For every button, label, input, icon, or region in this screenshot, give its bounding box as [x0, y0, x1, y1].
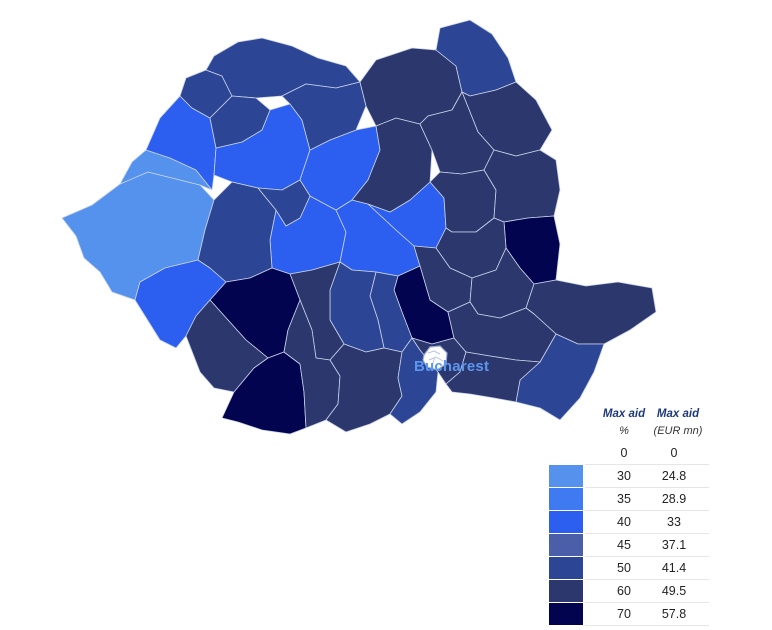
legend-swatch	[549, 442, 583, 464]
legend-swatch	[549, 465, 583, 487]
bucharest-marker	[420, 343, 450, 373]
legend-divider	[585, 487, 709, 488]
legend-subheader-pct: %	[619, 425, 629, 437]
region-vaslui	[483, 149, 561, 223]
legend-pct-value: 30	[617, 469, 631, 483]
legend-eur-value: 28.9	[661, 492, 687, 506]
region-salaj	[209, 95, 271, 149]
legend-divider	[585, 556, 709, 557]
legend-eur-value: 49.5	[661, 584, 687, 598]
region-bistrita-nasaud	[281, 81, 367, 151]
legend-subheader-eur: (EUR mn)	[653, 425, 703, 437]
legend-row: 50 41.4	[549, 557, 709, 580]
legend-pct-value: 60	[617, 584, 631, 598]
city-label-bucharest: Bucharest	[414, 358, 490, 375]
legend-row: 60 49.5	[549, 580, 709, 603]
legend-divider	[585, 579, 709, 580]
legend-pct-value: 50	[617, 561, 631, 575]
legend-row: 30 24.8	[549, 465, 709, 488]
legend-row: 35 28.9	[549, 488, 709, 511]
legend-row: 40 33	[549, 511, 709, 534]
legend-row: 45 37.1	[549, 534, 709, 557]
legend-pct-value: 70	[617, 607, 631, 621]
legend-pct-value: 40	[617, 515, 631, 529]
region-calarasi	[445, 351, 541, 403]
legend-swatch	[549, 580, 583, 602]
legend-eur-value: 37.1	[661, 538, 687, 552]
legend-swatch	[549, 603, 583, 625]
legend-eur-value: 41.4	[661, 561, 687, 575]
legend-eur-value: 0	[670, 446, 678, 460]
legend-swatch	[549, 557, 583, 579]
legend-eur-value: 33	[667, 515, 681, 529]
legend-eur-value: 57.8	[661, 607, 687, 621]
legend-divider	[585, 510, 709, 511]
legend-header-eur: Max aid	[656, 408, 700, 420]
legend-pct-value: 35	[617, 492, 631, 506]
legend-swatch	[549, 534, 583, 556]
legend-pct-value: 0	[620, 446, 628, 460]
legend-header-pct: Max aid	[602, 408, 646, 420]
legend-row: 70 57.8	[549, 603, 709, 626]
legend-swatch	[549, 488, 583, 510]
legend-divider	[585, 602, 709, 603]
legend-pct-value: 45	[617, 538, 631, 552]
legend-swatch	[549, 511, 583, 533]
legend-divider	[585, 464, 709, 465]
legend-eur-value: 24.8	[661, 469, 687, 483]
legend-divider	[585, 625, 709, 626]
legend-divider	[585, 533, 709, 534]
region-alba	[257, 179, 311, 227]
